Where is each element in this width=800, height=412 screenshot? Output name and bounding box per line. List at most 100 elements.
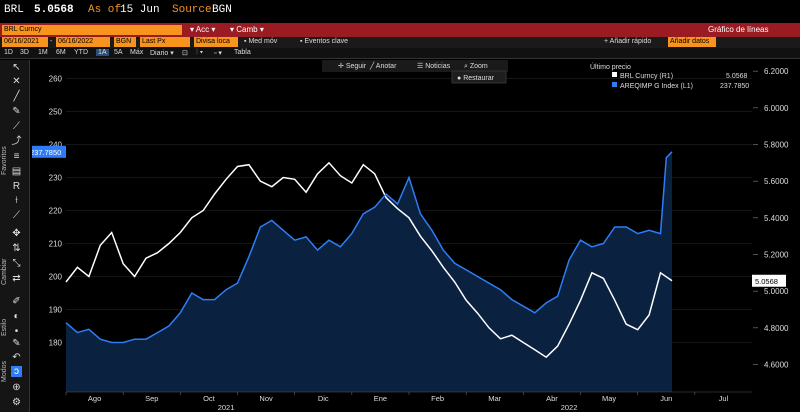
channel-icon[interactable]: ▤ (11, 166, 22, 177)
left-last-value-tag: 237.7850 (32, 145, 66, 158)
ruler-icon[interactable]: ⟋ (13, 210, 20, 221)
right-tick-label: 5.6000 (764, 177, 789, 186)
zoom-button[interactable]: ⌕ Zoom (464, 63, 488, 70)
chart-tools-bar: ✛ Seguir ╱ Anotar ☰ Noticias ⌕ Zoom (322, 60, 508, 72)
change-menu[interactable]: ▾ Camb ▾ (230, 25, 264, 34)
table-button[interactable]: Tabla (234, 49, 251, 56)
period-3d[interactable]: 3D (20, 49, 29, 56)
swap-icon[interactable]: ⇄ (12, 273, 21, 284)
x-year-label: 2021 (218, 403, 235, 412)
right-tick-label: 5.4000 (764, 214, 789, 223)
bullet-icon[interactable]: • (14, 326, 19, 337)
arrows-icon[interactable]: ⇅ (12, 243, 21, 254)
key-events-toggle[interactable]: ▪ Eventos clave (300, 38, 349, 45)
legend-brl-value: 5.0568 (726, 73, 748, 80)
x-tick-label: Jul (719, 394, 729, 403)
right-tick-label: 4.6000 (764, 361, 789, 370)
style-pen-icon[interactable]: ✎ (12, 338, 21, 349)
annotate-button[interactable]: ╱ Anotar (369, 61, 397, 70)
measure-icon[interactable]: ⟊ (15, 195, 18, 206)
brl-series-line[interactable] (65, 161, 673, 359)
left-tick-label: 240 (49, 141, 63, 150)
source-label: Source (172, 4, 212, 16)
period-ytd[interactable]: YTD (74, 49, 88, 56)
news-label: Noticias (425, 63, 450, 70)
color-icon[interactable]: ◐ (13, 311, 20, 322)
undo-icon[interactable]: ↶ (12, 352, 21, 363)
currency-field[interactable]: Divisa loca (194, 37, 238, 47)
mode-active-icon[interactable]: ↄ (11, 366, 22, 377)
moving-average-toggle[interactable]: ▪ Med móv (244, 38, 278, 45)
areqimp-series-line[interactable] (65, 151, 673, 344)
change-menu-label: Camb (236, 25, 258, 34)
period-6m[interactable]: 6M (56, 49, 66, 56)
x-tick-label: Abr (546, 394, 558, 403)
start-date-input[interactable]: 06/16/2021 (2, 37, 48, 47)
zoom-tool-icon[interactable]: ⊕ (12, 382, 21, 393)
extend-line-icon[interactable]: ⟋ (13, 121, 20, 132)
resize-icon[interactable]: ⤡ (12, 258, 21, 269)
x-tick-label: Mar (488, 394, 501, 403)
right-axis: 4.6000 4.8000 5.0000 5.2000 5.4000 5.6000 5.80… (753, 67, 789, 370)
price-chart[interactable]: 180 190 200 210 220 230 240 250 260 4.6000 4.8000… (32, 60, 800, 412)
follow-label: Seguir (346, 63, 367, 70)
left-tick-label: 200 (49, 273, 63, 282)
crosshair-icon[interactable]: ✕ (12, 76, 21, 87)
x-tick-label: Jun (660, 394, 672, 403)
period-max[interactable]: Máx (130, 49, 144, 56)
settings-gear-icon[interactable]: ⚙ (12, 397, 21, 408)
fib-icon[interactable]: ≡ (13, 151, 20, 162)
ticker-label: BRL (4, 4, 24, 16)
blue-series-fill (66, 151, 672, 392)
legend-header: Último precio (590, 62, 631, 71)
brush-icon[interactable]: ✐ (12, 296, 21, 307)
legend-brl-name: BRL Curncy (R1) (620, 73, 673, 80)
right-tick-label: 5.8000 (764, 141, 789, 150)
right-tick-label: 5.0000 (764, 287, 789, 296)
candle-style-icon[interactable]: ⫶ ▾ (196, 49, 204, 56)
period-5a[interactable]: 5A (114, 49, 123, 56)
actions-menu[interactable]: ▾ Acc ▾ (190, 25, 216, 34)
left-tick-label: 260 (49, 75, 63, 84)
as-of-date: 15 Jun (120, 4, 160, 16)
draw-line-icon[interactable]: ╱ (13, 91, 20, 102)
right-tick-label: 6.2000 (764, 67, 789, 76)
x-tick-label: Nov (259, 394, 273, 403)
trend-icon[interactable]: ⤴ (11, 136, 22, 147)
restore-button[interactable]: ● Restaurar (451, 70, 507, 84)
follow-button[interactable]: ✛ Seguir (338, 62, 367, 70)
left-tick-label: 180 (49, 339, 63, 348)
add-quick-button[interactable]: + Añadir rápido (604, 38, 652, 45)
add-data-button[interactable]: Añadir datos (668, 37, 716, 47)
actions-menu-label: Acc (195, 25, 210, 34)
security-bar: BRL Curncy ▾ Acc ▾ ▾ Camb ▾ Gráfico de l… (0, 23, 800, 37)
legend: Último precio BRL Curncy (R1) 5.0568 ARE… (590, 62, 749, 90)
line-style-icon[interactable]: ⊡ (182, 50, 188, 57)
legend-swatch-brl (612, 72, 617, 77)
cursor-icon[interactable]: ↖ (12, 62, 21, 73)
x-tick-label: Ene (374, 394, 387, 403)
end-date-input[interactable]: 06/16/2022 (56, 37, 110, 47)
move-icon[interactable]: ✥ (12, 228, 21, 239)
news-button[interactable]: ☰ Noticias (417, 63, 451, 70)
svg-text:● Restaurar: ● Restaurar (457, 75, 495, 82)
x-tick-label: Dic (318, 394, 329, 403)
right-tick-label: 5.2000 (764, 251, 789, 260)
price-field[interactable]: Last Px (140, 37, 190, 47)
left-tick-label: 250 (49, 108, 63, 117)
bar-style-icon[interactable]: ▫ ▾ (214, 50, 222, 57)
pen-icon[interactable]: ✎ (12, 106, 21, 117)
period-1d[interactable]: 1D (4, 49, 13, 56)
frequency-select[interactable]: Diario ▾ (150, 50, 174, 57)
x-tick-label: May (602, 394, 616, 403)
period-1a[interactable]: 1A (96, 49, 109, 56)
right-last-value-tag: 5.0568 (752, 274, 786, 287)
x-tick-label: Ago (88, 394, 101, 403)
text-tool-icon[interactable]: R (12, 181, 21, 192)
source-field[interactable]: BGN (114, 37, 136, 47)
security-field[interactable]: BRL Curncy (2, 25, 182, 35)
annotate-label: Anotar (376, 63, 397, 70)
period-1m[interactable]: 1M (38, 49, 48, 56)
moving-average-label: Med móv (248, 38, 278, 45)
right-tick-label: 6.0000 (764, 104, 789, 113)
